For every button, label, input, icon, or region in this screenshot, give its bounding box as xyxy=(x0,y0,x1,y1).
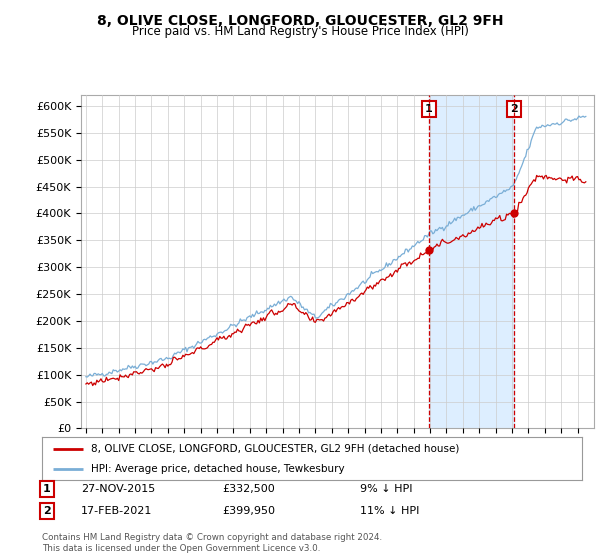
Text: 2: 2 xyxy=(43,506,50,516)
Text: 8, OLIVE CLOSE, LONGFORD, GLOUCESTER, GL2 9FH (detached house): 8, OLIVE CLOSE, LONGFORD, GLOUCESTER, GL… xyxy=(91,444,459,454)
Text: 2: 2 xyxy=(510,104,518,114)
Text: 8, OLIVE CLOSE, LONGFORD, GLOUCESTER, GL2 9FH: 8, OLIVE CLOSE, LONGFORD, GLOUCESTER, GL… xyxy=(97,14,503,28)
Text: Price paid vs. HM Land Registry's House Price Index (HPI): Price paid vs. HM Land Registry's House … xyxy=(131,25,469,38)
Text: 17-FEB-2021: 17-FEB-2021 xyxy=(81,506,152,516)
Bar xyxy=(429,95,514,428)
Text: 27-NOV-2015: 27-NOV-2015 xyxy=(81,484,155,494)
Text: 11% ↓ HPI: 11% ↓ HPI xyxy=(360,506,419,516)
Text: £332,500: £332,500 xyxy=(222,484,275,494)
Text: 1: 1 xyxy=(43,484,50,494)
Text: 9% ↓ HPI: 9% ↓ HPI xyxy=(360,484,413,494)
Text: HPI: Average price, detached house, Tewkesbury: HPI: Average price, detached house, Tewk… xyxy=(91,464,344,474)
Text: 1: 1 xyxy=(425,104,433,114)
Text: Contains HM Land Registry data © Crown copyright and database right 2024.
This d: Contains HM Land Registry data © Crown c… xyxy=(42,533,382,553)
Text: £399,950: £399,950 xyxy=(222,506,275,516)
